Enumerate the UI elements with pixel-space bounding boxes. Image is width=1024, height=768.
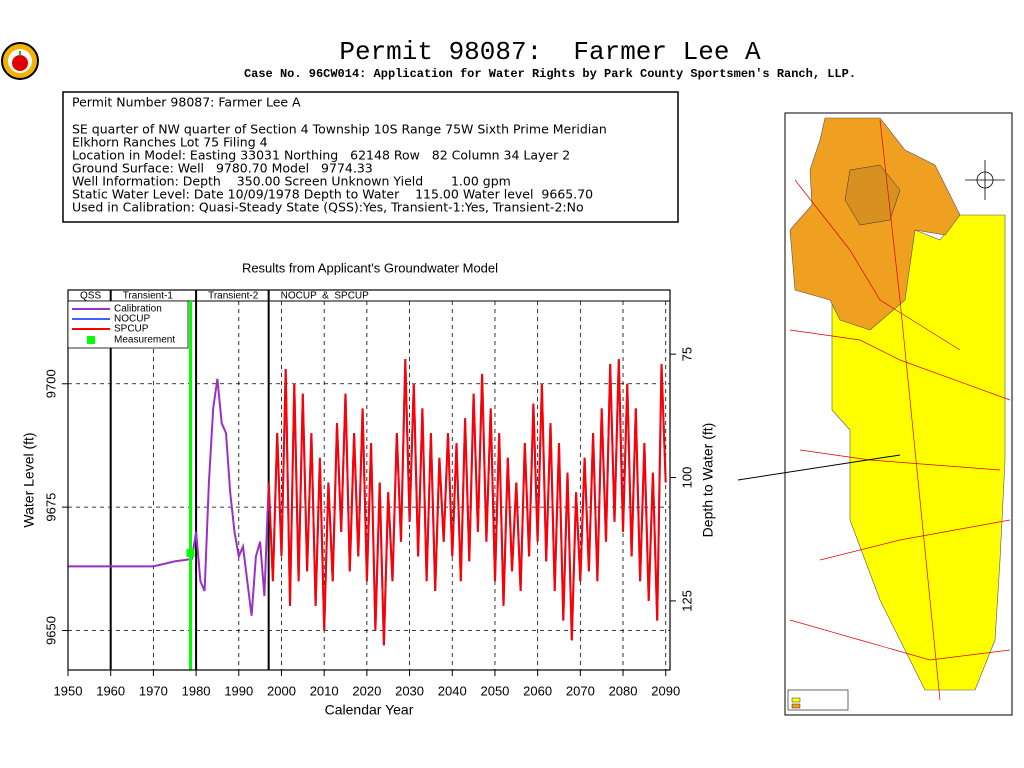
info-box <box>62 91 679 223</box>
info-line: Permit Number 98087: Farmer Lee A <box>72 95 301 110</box>
y-tick-label: 9650 <box>43 616 58 645</box>
y2-axis-label: Depth to Water (ft) <box>700 423 716 538</box>
info-line: SE quarter of NW quarter of Section 4 To… <box>72 122 607 137</box>
y2-tick-label: 125 <box>679 590 694 612</box>
legend-label: SPCUP <box>114 324 149 335</box>
x-tick-label: 1970 <box>139 683 168 698</box>
y-tick-label: 9675 <box>43 493 58 522</box>
x-tick-label: 1950 <box>54 683 83 698</box>
x-tick-label: 1960 <box>96 683 125 698</box>
legend-label: NOCUP <box>114 314 150 325</box>
info-line: Ground Surface: Well 9780.70 Model 9774.… <box>72 161 373 176</box>
plot: 1950 1960 1970 1980 1990 2000 2010 2020 2030 2040… <box>43 289 694 698</box>
measurement-point <box>186 549 195 558</box>
x-tick-label: 2050 <box>480 683 509 698</box>
legend-label: Calibration <box>114 304 162 315</box>
y2-tick-label: 100 <box>679 467 694 489</box>
x-tick-label: 1990 <box>224 683 253 698</box>
info-line: Location in Model: Easting 33031 Northin… <box>72 148 570 163</box>
plot-frame <box>67 289 671 671</box>
x-tick-label: 2080 <box>609 683 638 698</box>
chart-title: Results from Applicant's Groundwater Mod… <box>242 260 498 275</box>
x-tick-label: 1980 <box>182 683 211 698</box>
x-tick-label: 2030 <box>395 683 424 698</box>
x-tick-label: 2040 <box>438 683 467 698</box>
y-axis-label: Water Level (ft) <box>21 432 37 527</box>
info-line: Used in Calibration: Quasi-Steady State … <box>72 200 584 215</box>
y-tick-label: 9700 <box>43 369 58 398</box>
period-label: QSS <box>80 291 101 302</box>
page-title: Permit 98087: Farmer Lee A <box>339 37 761 67</box>
info-line: Elkhorn Ranches Lot 75 Filing 4 <box>72 135 268 150</box>
x-tick-label: 2070 <box>566 683 595 698</box>
x-tick-label: 2020 <box>352 683 381 698</box>
period-label: Transient-2 <box>208 291 259 302</box>
period-label: NOCUP & SPCUP <box>281 291 369 302</box>
x-tick-label: 2000 <box>267 683 296 698</box>
x-tick-label: 2010 <box>310 683 339 698</box>
x-axis-label: Calendar Year <box>325 702 414 718</box>
info-line: Static Water Level: Date 10/09/1978 Dept… <box>72 187 593 202</box>
legend-swatch <box>87 336 95 344</box>
page-subtitle: Case No. 96CW014: Application for Water … <box>244 67 856 81</box>
series-line <box>68 378 270 616</box>
logo <box>1 42 39 80</box>
location-map <box>737 112 1013 716</box>
legend-label: Measurement <box>114 335 175 346</box>
x-tick-label: 2060 <box>523 683 552 698</box>
series-line <box>267 359 667 646</box>
info-lines: Permit Number 98087: Farmer Lee A SE quar… <box>72 95 607 215</box>
x-tick-label: 2090 <box>651 683 680 698</box>
y2-tick-label: 75 <box>679 347 694 361</box>
info-line: Well Information: Depth 350.00 Screen Un… <box>72 174 511 189</box>
period-label: Transient-1 <box>123 291 174 302</box>
